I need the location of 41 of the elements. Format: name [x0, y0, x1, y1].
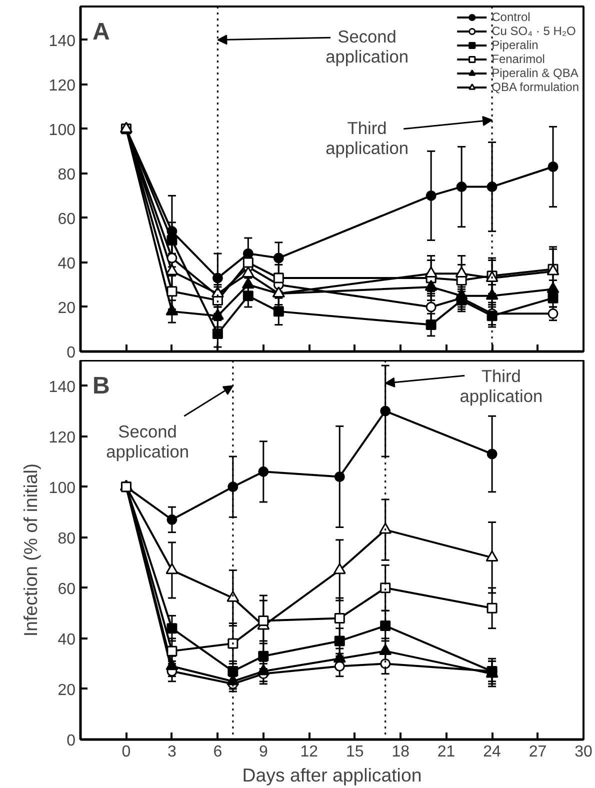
y-tick-label: 80	[58, 166, 76, 184]
x-tick-label: 12	[300, 744, 318, 760]
y-tick-label: 20	[58, 300, 76, 317]
annotation: Second application	[326, 26, 408, 67]
x-tick-label: 3	[168, 744, 177, 760]
annotation: Third application	[460, 366, 543, 406]
y-tick-label: 0	[66, 344, 76, 362]
y-tick-label: 60	[58, 210, 76, 228]
legend-label: Piperalin & QBA	[492, 66, 578, 80]
legend-label: Piperalin	[492, 38, 538, 52]
y-tick-label: 120	[48, 77, 76, 94]
y-tick-label: 40	[58, 631, 76, 648]
x-tick-label: 9	[258, 744, 268, 760]
x-axis-title: Days after application	[242, 764, 422, 786]
y-tick-label: 80	[58, 530, 76, 548]
x-tick-label: 18	[392, 744, 410, 760]
legend-label: Control	[492, 10, 530, 24]
legend-label: Fenarimol	[492, 52, 545, 66]
x-tick-label: 24	[483, 744, 502, 760]
y-tick-label: 120	[48, 429, 76, 446]
x-tick-label: 6	[213, 744, 222, 760]
y-tick-label: 100	[48, 480, 76, 497]
y-tick-label: 140	[48, 378, 76, 396]
x-tick-label: 21	[437, 744, 456, 760]
x-tick-label: 15	[346, 744, 364, 760]
text: B	[92, 372, 110, 400]
legend-label: Cu SO₄ · 5 H₂O	[492, 24, 576, 38]
annotation: Third application	[326, 118, 408, 158]
y-axis-title: Infection (% of initial)	[20, 463, 41, 637]
y-tick-label: 0	[66, 732, 76, 750]
text: A	[92, 18, 110, 46]
annotation: Second application	[106, 421, 189, 462]
legend-label: QBA formulation	[492, 80, 579, 94]
y-tick-label: 40	[58, 255, 76, 272]
y-tick-label: 60	[58, 580, 76, 598]
y-tick-label: 20	[58, 682, 76, 699]
y-tick-label: 100	[48, 122, 76, 139]
x-tick-label: 30	[574, 744, 592, 760]
x-tick-label: 0	[122, 744, 131, 760]
y-tick-label: 140	[48, 32, 76, 50]
x-tick-label: 27	[528, 744, 547, 760]
